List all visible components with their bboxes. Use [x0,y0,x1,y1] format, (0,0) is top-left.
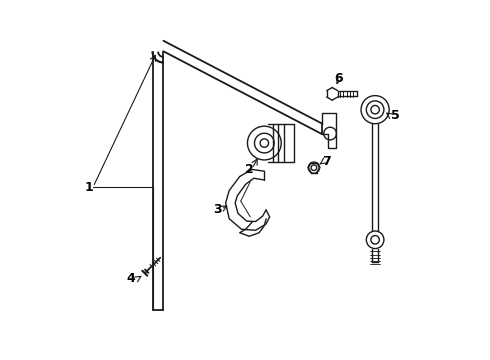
Text: 1: 1 [84,180,93,194]
Text: 2: 2 [245,163,254,176]
Text: 3: 3 [214,203,222,216]
Text: 6: 6 [334,72,343,85]
Text: 7: 7 [321,155,330,168]
Text: 4: 4 [126,272,135,285]
Text: 5: 5 [392,109,400,122]
